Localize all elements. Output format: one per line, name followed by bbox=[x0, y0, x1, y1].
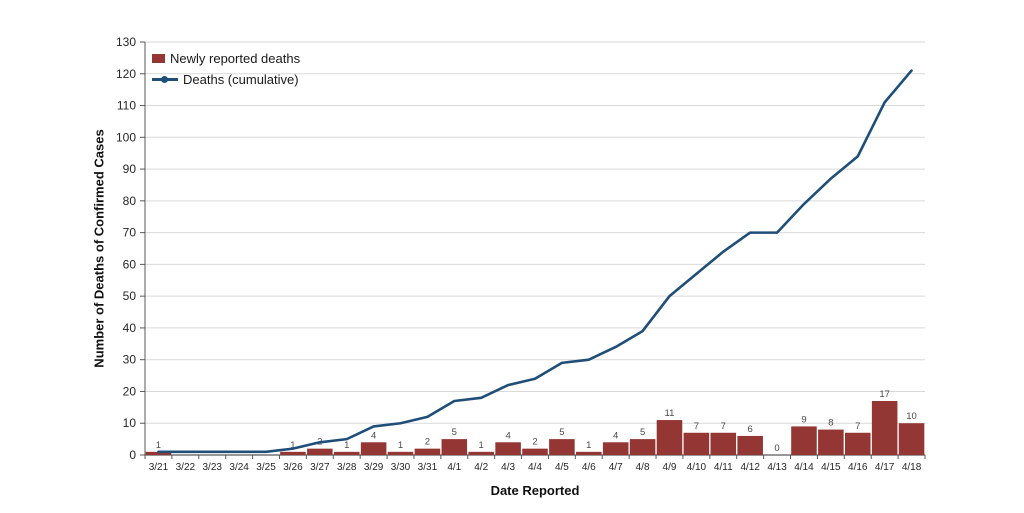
bar-series-swatch bbox=[152, 54, 165, 63]
svg-text:4/3: 4/3 bbox=[501, 462, 515, 473]
svg-text:30: 30 bbox=[123, 353, 137, 367]
svg-text:4: 4 bbox=[371, 430, 376, 441]
svg-text:17: 17 bbox=[879, 389, 890, 400]
legend-item-newly-reported: Newly reported deaths bbox=[152, 48, 300, 69]
svg-text:11: 11 bbox=[665, 408, 675, 419]
svg-text:10: 10 bbox=[906, 411, 917, 422]
svg-text:50: 50 bbox=[123, 289, 137, 303]
svg-text:3/26: 3/26 bbox=[283, 462, 303, 473]
svg-text:4/8: 4/8 bbox=[636, 462, 650, 473]
svg-text:4/16: 4/16 bbox=[848, 462, 868, 473]
svg-text:4/14: 4/14 bbox=[794, 462, 814, 473]
svg-text:120: 120 bbox=[116, 67, 136, 81]
svg-text:5: 5 bbox=[559, 427, 564, 438]
svg-text:70: 70 bbox=[123, 226, 137, 240]
svg-text:4/6: 4/6 bbox=[582, 462, 596, 473]
svg-text:6: 6 bbox=[748, 424, 753, 435]
svg-text:9: 9 bbox=[801, 414, 806, 425]
svg-text:4/9: 4/9 bbox=[663, 462, 677, 473]
svg-text:100: 100 bbox=[116, 130, 136, 144]
svg-text:4/1: 4/1 bbox=[447, 462, 461, 473]
legend: Newly reported deaths Deaths (cumulative… bbox=[152, 48, 300, 90]
y-axis-title: Number of Deaths of Confirmed Cases bbox=[91, 129, 107, 368]
svg-text:3/24: 3/24 bbox=[229, 462, 249, 473]
svg-text:4/4: 4/4 bbox=[528, 462, 542, 473]
svg-text:3/31: 3/31 bbox=[418, 462, 438, 473]
svg-text:4/15: 4/15 bbox=[821, 462, 841, 473]
svg-text:1: 1 bbox=[586, 440, 591, 451]
x-axis-title: Date Reported bbox=[490, 483, 580, 498]
legend-label-newly-reported: Newly reported deaths bbox=[170, 51, 301, 66]
svg-text:2: 2 bbox=[532, 437, 537, 448]
svg-text:7: 7 bbox=[855, 421, 860, 432]
svg-text:130: 130 bbox=[116, 35, 136, 49]
svg-text:0: 0 bbox=[129, 448, 136, 462]
svg-text:7: 7 bbox=[721, 421, 726, 432]
svg-text:7: 7 bbox=[694, 421, 699, 432]
svg-text:3/23: 3/23 bbox=[203, 462, 223, 473]
svg-text:1: 1 bbox=[344, 440, 349, 451]
svg-text:3/28: 3/28 bbox=[337, 462, 357, 473]
svg-text:3/21: 3/21 bbox=[149, 462, 169, 473]
svg-text:3/29: 3/29 bbox=[364, 462, 384, 473]
svg-text:3/30: 3/30 bbox=[391, 462, 411, 473]
svg-text:4/17: 4/17 bbox=[875, 462, 895, 473]
legend-label-cumulative: Deaths (cumulative) bbox=[183, 72, 299, 87]
svg-text:1: 1 bbox=[479, 440, 484, 451]
svg-text:4/5: 4/5 bbox=[555, 462, 569, 473]
svg-text:0: 0 bbox=[774, 443, 779, 454]
svg-text:1: 1 bbox=[398, 440, 403, 451]
svg-text:20: 20 bbox=[123, 384, 137, 398]
svg-text:10: 10 bbox=[123, 416, 137, 430]
legend-item-cumulative: Deaths (cumulative) bbox=[152, 69, 300, 90]
svg-text:8: 8 bbox=[828, 418, 833, 429]
svg-text:3/25: 3/25 bbox=[256, 462, 276, 473]
svg-text:110: 110 bbox=[117, 99, 136, 113]
svg-text:4/13: 4/13 bbox=[767, 462, 787, 473]
svg-text:4/12: 4/12 bbox=[740, 462, 760, 473]
svg-text:4: 4 bbox=[613, 430, 618, 441]
svg-text:90: 90 bbox=[123, 162, 137, 176]
svg-text:1: 1 bbox=[156, 440, 161, 451]
svg-text:5: 5 bbox=[640, 427, 645, 438]
svg-text:1: 1 bbox=[290, 440, 295, 451]
svg-text:4/18: 4/18 bbox=[902, 462, 922, 473]
svg-text:80: 80 bbox=[123, 194, 137, 208]
svg-text:4/7: 4/7 bbox=[609, 462, 623, 473]
svg-text:5: 5 bbox=[452, 427, 457, 438]
svg-text:3/27: 3/27 bbox=[310, 462, 330, 473]
svg-text:3/22: 3/22 bbox=[176, 462, 196, 473]
svg-text:60: 60 bbox=[123, 257, 137, 271]
line-series-swatch bbox=[152, 76, 178, 83]
svg-text:4: 4 bbox=[505, 430, 510, 441]
svg-text:4/11: 4/11 bbox=[714, 462, 733, 473]
line-marker-dot bbox=[161, 76, 168, 83]
svg-text:2: 2 bbox=[425, 437, 430, 448]
svg-text:4/2: 4/2 bbox=[474, 462, 488, 473]
svg-text:4/10: 4/10 bbox=[687, 462, 707, 473]
svg-text:40: 40 bbox=[123, 321, 137, 335]
